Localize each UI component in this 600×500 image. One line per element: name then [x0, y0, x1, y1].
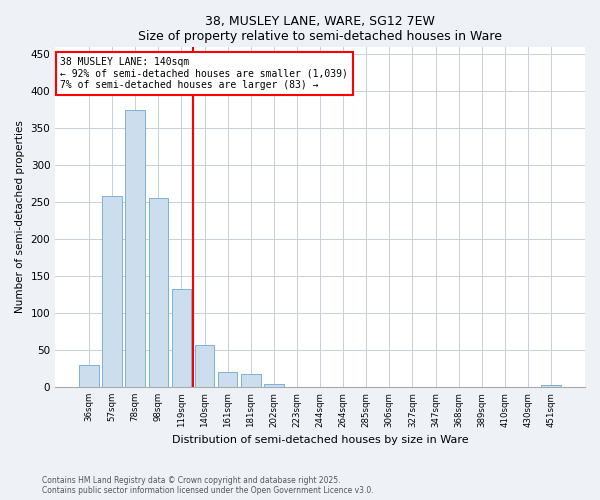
Bar — [149, 198, 168, 387]
Bar — [541, 386, 561, 387]
X-axis label: Distribution of semi-detached houses by size in Ware: Distribution of semi-detached houses by … — [172, 435, 469, 445]
Bar — [125, 110, 145, 387]
Bar — [79, 365, 99, 387]
Text: Contains HM Land Registry data © Crown copyright and database right 2025.
Contai: Contains HM Land Registry data © Crown c… — [42, 476, 374, 495]
Bar — [241, 374, 260, 387]
Text: 38 MUSLEY LANE: 140sqm
← 92% of semi-detached houses are smaller (1,039)
7% of s: 38 MUSLEY LANE: 140sqm ← 92% of semi-det… — [61, 57, 349, 90]
Bar — [103, 196, 122, 387]
Bar — [172, 288, 191, 387]
Bar — [195, 345, 214, 387]
Bar — [264, 384, 284, 387]
Y-axis label: Number of semi-detached properties: Number of semi-detached properties — [15, 120, 25, 314]
Title: 38, MUSLEY LANE, WARE, SG12 7EW
Size of property relative to semi-detached house: 38, MUSLEY LANE, WARE, SG12 7EW Size of … — [138, 15, 502, 43]
Bar — [218, 372, 238, 387]
